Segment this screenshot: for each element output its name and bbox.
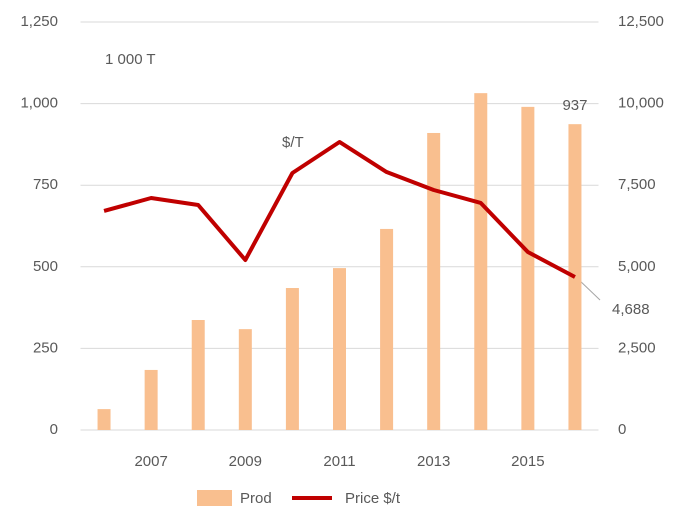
bar xyxy=(521,106,535,430)
y2-tick-label: 5,000 xyxy=(618,258,656,275)
bar xyxy=(285,288,299,430)
legend-label: Prod xyxy=(240,490,272,507)
bar xyxy=(191,320,205,430)
y2-tick-label: 10,000 xyxy=(618,95,664,112)
legend-label: Price $/t xyxy=(345,490,401,507)
y2-tick-label: 2,500 xyxy=(618,339,656,356)
data-label: 4,688 xyxy=(612,301,650,318)
bar xyxy=(97,409,111,430)
y-tick-label: 250 xyxy=(33,339,58,356)
x-tick-label: 2015 xyxy=(511,453,544,470)
y-tick-label: 0 xyxy=(50,421,58,438)
bar xyxy=(238,329,252,430)
bar xyxy=(427,132,441,430)
bar xyxy=(144,369,158,430)
annotation: $/T xyxy=(282,134,304,151)
data-label: 937 xyxy=(562,97,587,114)
bar xyxy=(380,228,394,430)
y2-tick-label: 7,500 xyxy=(618,176,656,193)
bar xyxy=(474,93,488,430)
annotation: 1 000 T xyxy=(105,51,156,68)
bar xyxy=(333,268,346,430)
y2-tick-label: 0 xyxy=(618,421,626,438)
x-tick-label: 2011 xyxy=(323,453,355,470)
x-tick-label: 2013 xyxy=(417,453,450,470)
y2-tick-label: 12,500 xyxy=(618,13,664,30)
y-tick-label: 1,250 xyxy=(20,13,58,30)
x-tick-label: 2009 xyxy=(229,453,262,470)
y-tick-label: 500 xyxy=(33,258,58,275)
x-tick-label: 2007 xyxy=(134,453,167,470)
line xyxy=(103,139,576,279)
y-tick-label: 750 xyxy=(33,176,58,193)
y-tick-label: 1,000 xyxy=(20,95,58,112)
bar xyxy=(568,124,582,430)
legend-swatch xyxy=(197,490,232,506)
